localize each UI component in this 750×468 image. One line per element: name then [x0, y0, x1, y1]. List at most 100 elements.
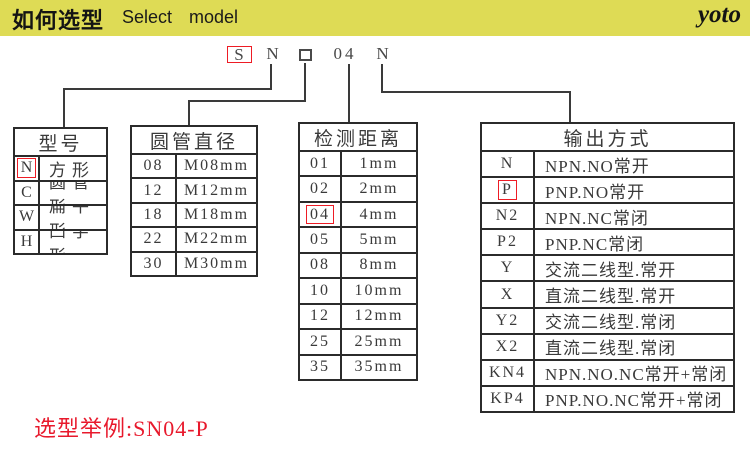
- desc-cell: PNP.NO常开: [545, 182, 646, 202]
- table-row: 30 M30mm: [132, 252, 256, 276]
- table-row: 35 35mm: [300, 355, 416, 379]
- table-row: Y 交流二线型.常开: [482, 256, 733, 283]
- desc-cell: 12mm: [354, 307, 404, 325]
- code-cell: W: [15, 206, 40, 229]
- desc-cell: M18mm: [183, 206, 250, 224]
- table-row: 05 5mm: [300, 228, 416, 254]
- desc-cell: NPN.NO常开: [545, 156, 650, 176]
- code-cell: N: [15, 157, 40, 180]
- highlighted-code: P: [498, 180, 517, 200]
- table-row: P PNP.NO常开: [482, 178, 733, 205]
- desc-cell: 圆管形: [49, 181, 95, 205]
- code-cell: 10: [300, 279, 342, 303]
- desc-cell: 8mm: [359, 256, 399, 274]
- code-segment-output: N: [376, 44, 390, 63]
- selection-example-text: 选型举例:SN04-P: [34, 416, 209, 441]
- code-cell: Y2: [482, 308, 535, 333]
- desc-cell: M30mm: [183, 254, 250, 272]
- desc-cell: NPN.NC常闭: [545, 208, 649, 228]
- table-row: W 扁平形: [15, 206, 106, 231]
- code-cell: 08: [300, 253, 342, 278]
- desc-cell: 25mm: [354, 332, 404, 350]
- code-cell: P2: [482, 230, 535, 255]
- table-row: 08 8mm: [300, 253, 416, 280]
- code-segment-shape: S: [227, 45, 252, 64]
- desc-cell: 方形: [49, 160, 95, 180]
- desc-cell: 扁平形: [49, 206, 95, 229]
- table-row: C 圆管形: [15, 181, 106, 206]
- desc-cell: PNP.NO.NC常开+常闭: [545, 391, 723, 411]
- desc-cell: 1mm: [359, 154, 399, 172]
- table-row: H 凸字形: [15, 230, 106, 253]
- code-cell: H: [15, 230, 40, 253]
- output-type-table-title: 输出方式: [482, 124, 733, 152]
- code-cell: 05: [300, 228, 342, 252]
- desc-cell: 交流二线型.常开: [545, 260, 677, 280]
- brand-logo: yoto: [697, 1, 741, 28]
- table-row: X2 直流二线型.常闭: [482, 334, 733, 361]
- table-row: N 方形: [15, 157, 106, 182]
- code-cell: 04: [300, 202, 342, 227]
- table-row: 18 M18mm: [132, 203, 256, 229]
- code-cell: 02: [300, 177, 342, 201]
- code-cell: N: [482, 152, 535, 177]
- model-type-table: 型号 N 方形 C 圆管形 W 扁平形 H 凸字形: [13, 127, 108, 255]
- page-title-zh: 如何选型: [12, 8, 105, 33]
- table-row: 12 M12mm: [132, 179, 256, 204]
- code-cell: X2: [482, 334, 535, 359]
- tube-diameter-table-title: 圆管直径: [132, 127, 256, 155]
- header-bar: 如何选型 Select model yoto: [0, 0, 750, 36]
- table-row: 01 1mm: [300, 152, 416, 178]
- code-segment-distance: 04: [333, 44, 357, 63]
- desc-cell: 2mm: [359, 180, 399, 198]
- table-row: 08 M08mm: [132, 155, 256, 180]
- table-row: 22 M22mm: [132, 228, 256, 253]
- code-cell: KN4: [482, 360, 535, 385]
- code-cell: 30: [132, 252, 177, 276]
- code-cell: 08: [132, 155, 177, 178]
- tube-diameter-table: 圆管直径 08 M08mm 12 M12mm 18 M18mm 22 M22mm…: [130, 125, 258, 277]
- table-row: N NPN.NO常开: [482, 152, 733, 179]
- table-row: X 直流二线型.常开: [482, 282, 733, 309]
- desc-cell: 直流二线型.常开: [545, 287, 677, 307]
- desc-cell: M22mm: [183, 230, 250, 248]
- table-row: KP4 PNP.NO.NC常开+常闭: [482, 386, 733, 411]
- desc-cell: 交流二线型.常闭: [545, 313, 677, 333]
- desc-cell: 4mm: [359, 205, 399, 223]
- page-title-en: Select model: [122, 7, 239, 27]
- highlighted-code: 04: [306, 204, 334, 225]
- table-row: 02 2mm: [300, 177, 416, 203]
- code-cell: 22: [132, 228, 177, 251]
- model-type-table-title: 型号: [15, 129, 106, 157]
- highlighted-code: N: [16, 158, 37, 179]
- table-row: 12 12mm: [300, 304, 416, 331]
- table-row: 10 10mm: [300, 279, 416, 305]
- desc-cell: 10mm: [354, 281, 404, 299]
- code-segment-type: N: [266, 44, 280, 63]
- output-type-table: 输出方式 N NPN.NO常开 P PNP.NO常开 N2 NPN.NC常闭 P…: [480, 122, 735, 413]
- code-cell: 25: [300, 330, 342, 354]
- desc-cell: PNP.NC常闭: [545, 234, 645, 254]
- code-cell: 12: [300, 304, 342, 329]
- table-row: P2 PNP.NC常闭: [482, 230, 733, 257]
- code-cell: X: [482, 282, 535, 307]
- desc-cell: 35mm: [354, 358, 404, 376]
- code-cell: Y: [482, 256, 535, 281]
- code-cell: 01: [300, 152, 342, 176]
- code-cell: P: [482, 178, 535, 203]
- table-row: Y2 交流二线型.常闭: [482, 308, 733, 335]
- desc-cell: M12mm: [183, 181, 250, 199]
- code-cell: N2: [482, 204, 535, 229]
- desc-cell: NPN.NO.NC常开+常闭: [545, 365, 728, 385]
- code-cell: 12: [132, 179, 177, 202]
- desc-cell: M08mm: [183, 157, 250, 175]
- code-cell: C: [15, 181, 40, 204]
- table-row: 04 4mm: [300, 202, 416, 229]
- desc-cell: 直流二线型.常闭: [545, 339, 677, 359]
- code-cell: KP4: [482, 386, 535, 411]
- desc-cell: 5mm: [359, 231, 399, 249]
- code-cell: 35: [300, 355, 342, 379]
- detection-distance-table: 检测距离 01 1mm 02 2mm 04 4mm 05 5mm 08 8mm …: [298, 122, 418, 381]
- code-segment-placeholder-square: [299, 49, 312, 61]
- code-cell: 18: [132, 203, 177, 227]
